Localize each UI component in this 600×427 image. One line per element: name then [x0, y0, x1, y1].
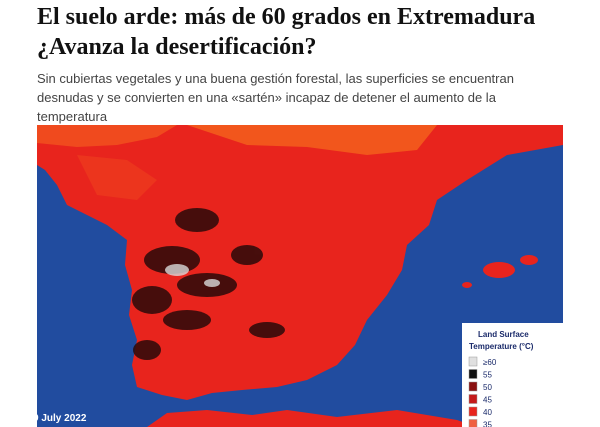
legend-swatch: [468, 419, 478, 427]
legend-swatch: [468, 394, 478, 404]
legend-label: 35: [483, 421, 492, 427]
legend: [462, 323, 563, 427]
legend-label: 55: [483, 371, 492, 380]
legend-swatch: [468, 356, 478, 367]
map: Land Surface Temperature (°C) ≥60 55 50 45 4…: [37, 125, 563, 427]
legend-title: Land Surface: [478, 330, 529, 339]
headline: El suelo arde: más de 60 grados en Extre…: [37, 4, 536, 60]
legend-label: 40: [483, 408, 492, 417]
map-date: 9 July 2022: [37, 413, 87, 424]
legend-swatch: [468, 381, 478, 392]
subtitle: Sin cubiertas vegetales y una buena gest…: [37, 71, 514, 124]
legend-swatch: [468, 369, 478, 379]
legend-label: ≥60: [483, 358, 497, 367]
legend-label: 50: [483, 383, 492, 392]
legend-label: 45: [483, 396, 492, 405]
legend-swatch: [468, 406, 478, 417]
legend-title: Temperature (°C): [469, 342, 534, 351]
